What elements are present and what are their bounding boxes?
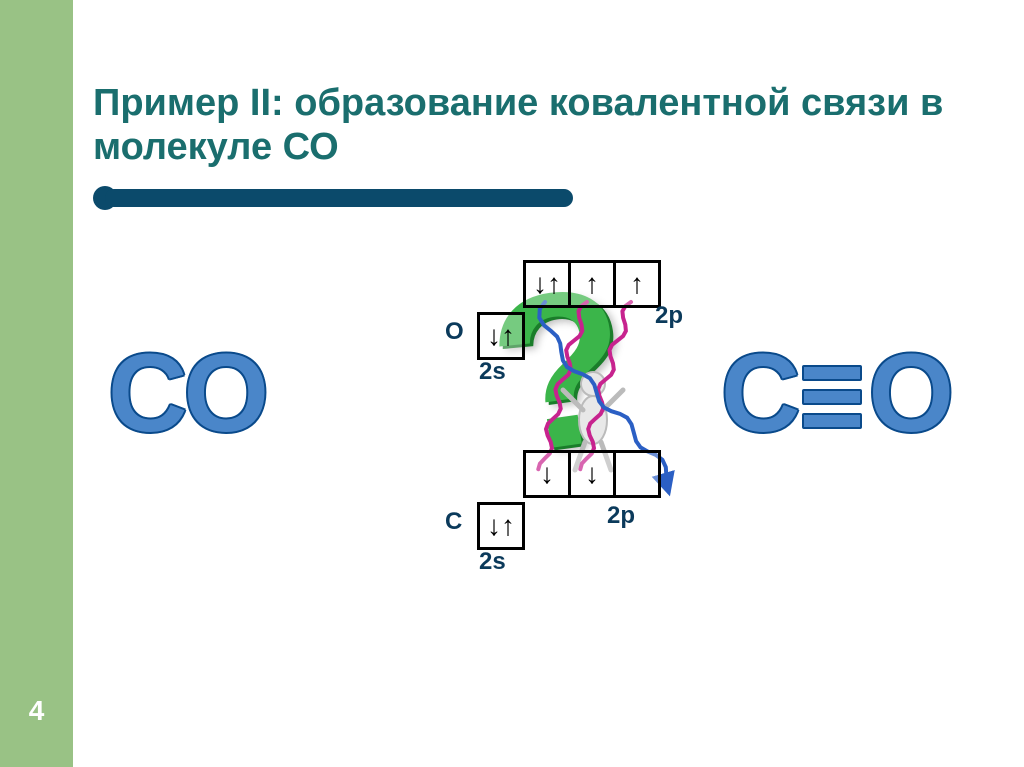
formula-o: O bbox=[868, 332, 950, 455]
orbital-box: ↑ bbox=[571, 260, 616, 308]
oxygen-label: O bbox=[445, 318, 464, 346]
sidebar-accent bbox=[0, 0, 73, 767]
orbital-box: ↓ bbox=[571, 450, 616, 498]
orbital-diagram: ? ↓↑ ↑ ↑ ↓↑ O 2p 2s ↓ ↓ bbox=[353, 240, 783, 620]
orbital-box: ↓↑ bbox=[477, 312, 525, 360]
orbital-box bbox=[616, 450, 661, 498]
carbon-2p-row: ↓ ↓ bbox=[523, 450, 661, 498]
carbon-2s-row: ↓↑ bbox=[477, 502, 525, 550]
triple-bond-icon bbox=[802, 357, 862, 437]
orbital-box: ↑ bbox=[616, 260, 661, 308]
slide-title: Пример II: образование ковалентной связи… bbox=[93, 82, 994, 169]
carbon-2s-label: 2s bbox=[479, 548, 506, 576]
orbital-box: ↓↑ bbox=[477, 502, 525, 550]
oxygen-2p-row: ↓↑ ↑ ↑ bbox=[523, 260, 661, 308]
oxygen-2s-label: 2s bbox=[479, 358, 506, 386]
oxygen-2p-label: 2p bbox=[655, 302, 683, 330]
orbital-box: ↓↑ bbox=[523, 260, 571, 308]
formula-co: CO bbox=[108, 330, 265, 457]
oxygen-2s-row: ↓↑ bbox=[477, 312, 525, 360]
carbon-label: C bbox=[445, 508, 462, 536]
orbital-box: ↓ bbox=[523, 450, 571, 498]
title-underline bbox=[93, 186, 973, 210]
carbon-2p-label: 2p bbox=[607, 502, 635, 530]
slide-content: CO CO ? ↓↑ ↑ ↑ ↓↑ O 2p 2s bbox=[73, 210, 1024, 767]
page-number: 4 bbox=[0, 695, 73, 727]
